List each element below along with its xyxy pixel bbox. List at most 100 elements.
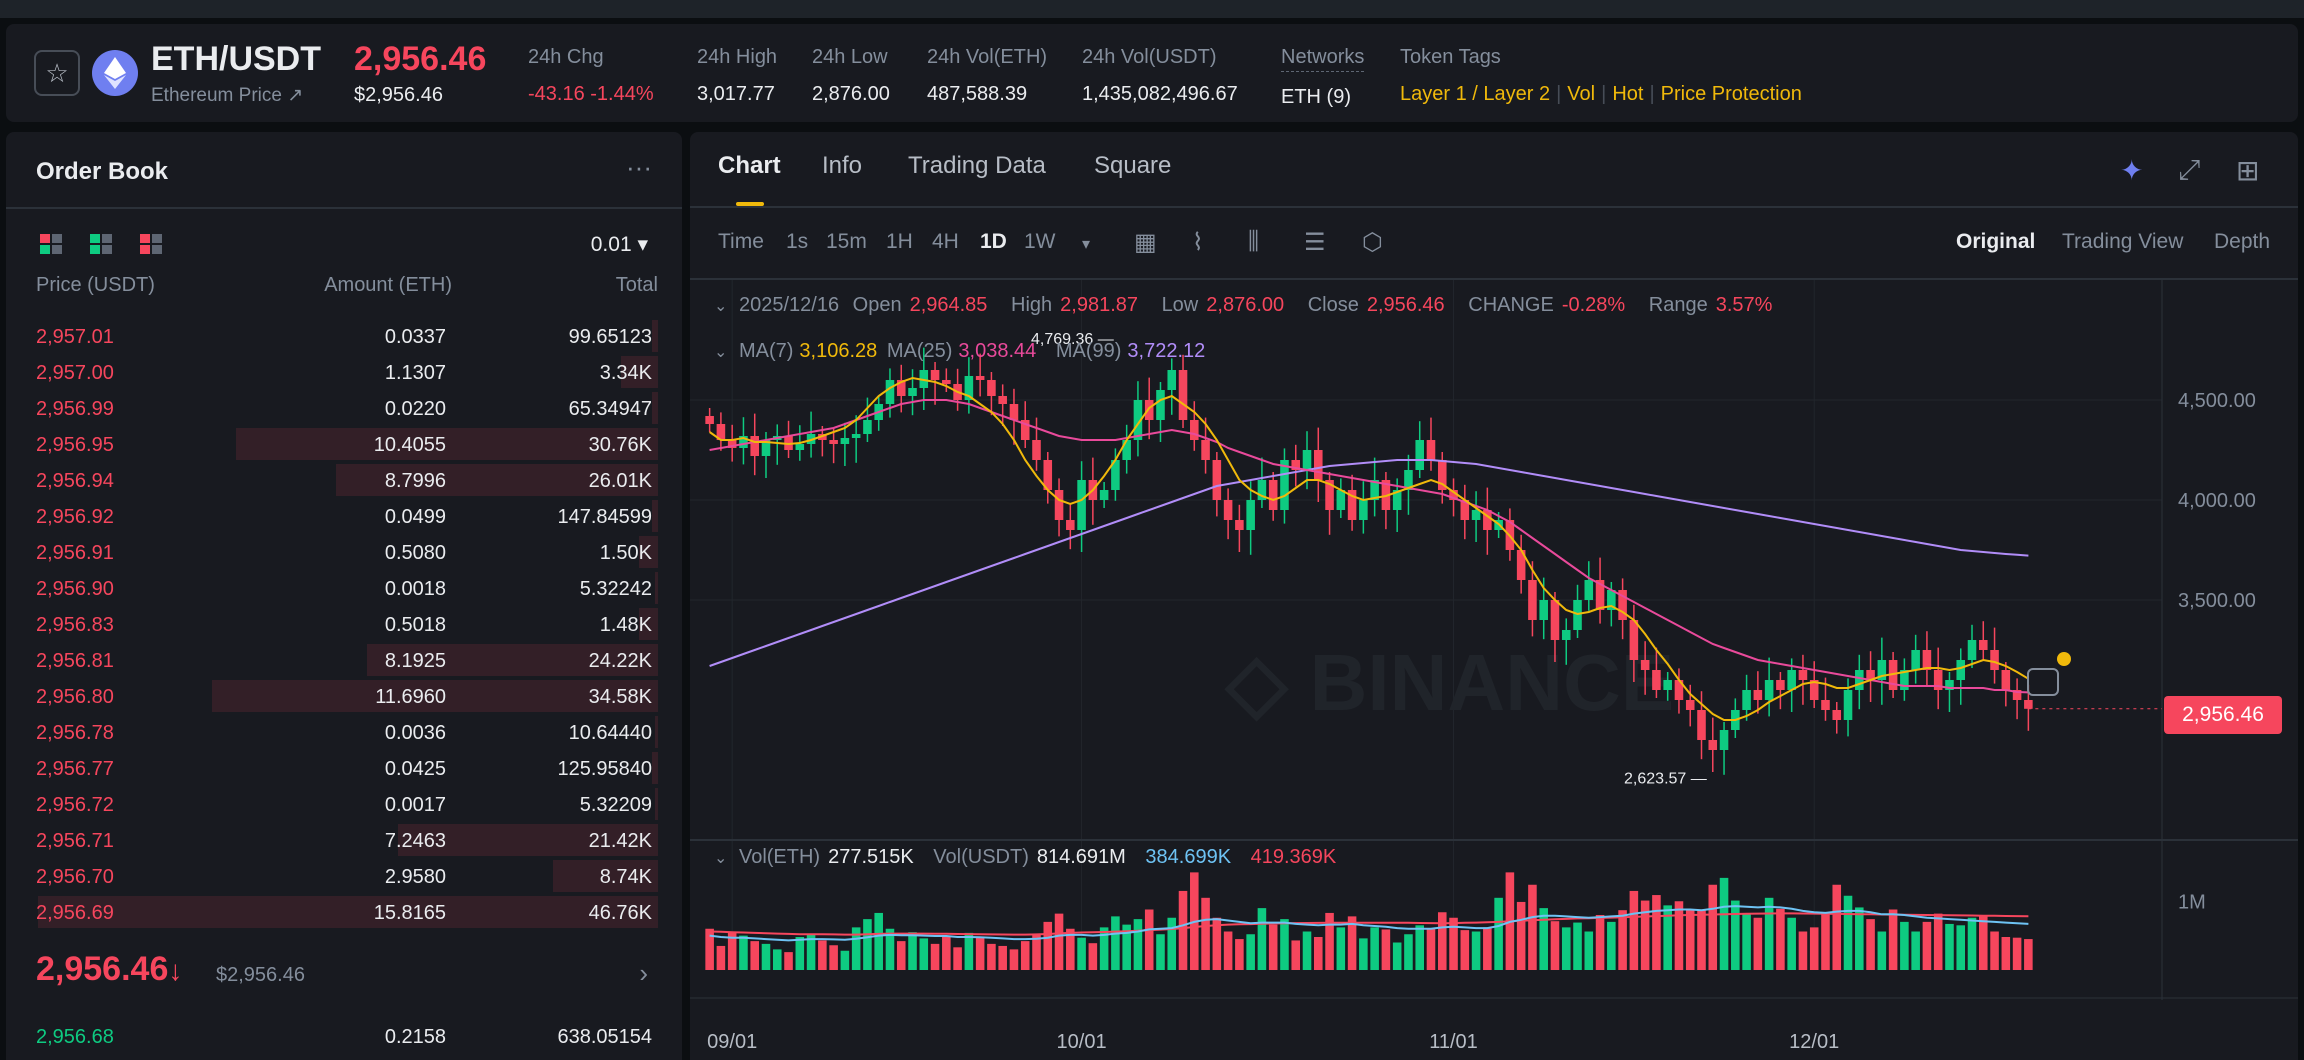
ask-row[interactable]: 2,956.83 0.5018 1.48K xyxy=(6,606,682,642)
candle-body xyxy=(1652,670,1661,690)
ask-row[interactable]: 2,956.80 11.6960 34.58K xyxy=(6,678,682,714)
volume-bar xyxy=(1043,921,1053,970)
ask-row[interactable]: 2,956.81 8.1925 24.22K xyxy=(6,642,682,678)
ask-amount: 0.0499 xyxy=(384,506,446,528)
view-depth[interactable]: Depth xyxy=(2214,230,2271,253)
chevron-down-icon[interactable]: ⌄ xyxy=(714,298,728,315)
candle-body xyxy=(1663,680,1672,690)
view-bids-icon[interactable] xyxy=(90,234,112,254)
precision-select[interactable]: 0.01 ▾ xyxy=(590,233,648,256)
tab-square[interactable]: Square xyxy=(1094,152,1172,179)
candle-body xyxy=(1618,590,1627,620)
layout-grid-icon[interactable]: ⊞ xyxy=(2236,155,2260,186)
volume-bar xyxy=(1404,934,1413,970)
bid-amount: 0.2158 xyxy=(384,1026,446,1048)
ask-row[interactable]: 2,956.72 0.0017 5.32209 xyxy=(6,786,682,822)
col-amount: Amount (ETH) xyxy=(324,274,452,296)
view-asks-icon[interactable] xyxy=(140,234,162,254)
chevron-right-icon[interactable]: › xyxy=(639,958,648,988)
candle-body xyxy=(1336,490,1346,510)
settings-list-icon[interactable]: ☰ xyxy=(1304,229,1326,256)
ai-sparkle-icon[interactable]: ✦ xyxy=(2120,155,2144,186)
ask-row[interactable]: 2,956.70 2.9580 8.74K xyxy=(6,858,682,894)
view-original[interactable]: Original xyxy=(1956,230,2036,253)
volume-bar xyxy=(1415,925,1425,970)
ask-row[interactable]: 2,956.94 8.7996 26.01K xyxy=(6,462,682,498)
bid-row[interactable]: 2,956.68 0.2158 638.05154 xyxy=(6,1018,682,1054)
expand-icon[interactable]: ⤢ xyxy=(2178,154,2201,185)
interval-15m[interactable]: 15m xyxy=(826,230,867,253)
mid-price[interactable]: 2,956.46↓ xyxy=(36,950,182,989)
ask-total: 5.32242 xyxy=(579,578,652,600)
volume-bar xyxy=(705,928,714,970)
tab-trading-data[interactable]: Trading Data xyxy=(908,152,1046,179)
ask-row[interactable]: 2,956.69 15.8165 46.76K xyxy=(6,894,682,930)
candle-body xyxy=(2012,690,2022,700)
candle-type-icon[interactable]: ⫼ xyxy=(1248,228,1260,255)
volume-bar xyxy=(1122,924,1131,970)
volume-bar xyxy=(1516,901,1526,970)
volume-bar xyxy=(1246,934,1255,970)
interval-1h[interactable]: 1H xyxy=(886,230,913,253)
ask-amount: 0.0018 xyxy=(384,578,446,600)
tag-hot[interactable]: Hot xyxy=(1612,83,1644,105)
chevron-down-icon[interactable]: ⌄ xyxy=(714,344,728,361)
volume-bar xyxy=(874,912,883,970)
hexagon-settings-icon[interactable]: ⬡ xyxy=(1362,229,1383,256)
ask-row[interactable]: 2,957.00 1.1307 3.34K xyxy=(6,354,682,390)
ask-amount: 8.1925 xyxy=(384,650,446,672)
candle-body xyxy=(1607,590,1616,610)
interval-1d[interactable]: 1D xyxy=(980,230,1007,253)
indicator-icon[interactable]: ⌇ xyxy=(1192,229,1204,256)
ask-row[interactable]: 2,956.99 0.0220 65.34947 xyxy=(6,390,682,426)
view-trading-view[interactable]: Trading View xyxy=(2062,230,2184,253)
candle-body xyxy=(1809,680,1819,700)
ask-amount: 10.4055 xyxy=(373,434,446,456)
ask-row[interactable]: 2,956.78 0.0036 10.64440 xyxy=(6,714,682,750)
volume-bar xyxy=(1483,927,1492,970)
tag-price-protection[interactable]: Price Protection xyxy=(1660,83,1802,105)
volume-bar xyxy=(1764,897,1774,970)
ask-row[interactable]: 2,956.91 0.5080 1.50K xyxy=(6,534,682,570)
volume-bar xyxy=(1426,928,1436,970)
volume-bar xyxy=(863,919,872,970)
col-total: Total xyxy=(615,274,658,296)
ask-row[interactable]: 2,956.92 0.0499 147.84599 xyxy=(6,498,682,534)
ask-row[interactable]: 2,956.95 10.4055 30.76K xyxy=(6,426,682,462)
interval-1w[interactable]: 1W xyxy=(1024,230,1056,253)
interval-more-icon[interactable]: ▾ xyxy=(1082,236,1091,253)
low-annotation: 2,623.57 — xyxy=(1624,770,1707,787)
interval-4h[interactable]: 4H xyxy=(932,230,959,253)
ask-row[interactable]: 2,957.01 0.0337 99.65123 xyxy=(6,318,682,354)
tag-layer[interactable]: Layer 1 / Layer 2 xyxy=(1400,83,1551,105)
range-value: 3.57% xyxy=(1715,294,1773,316)
interval-1s[interactable]: 1s xyxy=(786,230,809,253)
tab-chart[interactable]: Chart xyxy=(718,152,781,179)
candle-body xyxy=(2001,670,2011,690)
volume-bar xyxy=(1821,912,1830,970)
more-options-icon[interactable]: ··· xyxy=(626,152,652,182)
ask-row[interactable]: 2,956.71 7.2463 21.42K xyxy=(6,822,682,858)
interval-time[interactable]: Time xyxy=(718,230,764,253)
stat-networks[interactable]: Networks ETH (9) xyxy=(1281,46,1365,109)
candle-body xyxy=(1099,490,1109,500)
ma7-value: 3,106.28 xyxy=(799,340,878,362)
tag-vol[interactable]: Vol xyxy=(1567,83,1596,105)
calendar-icon[interactable]: ▦ xyxy=(1134,229,1157,256)
ask-amount: 7.2463 xyxy=(384,830,446,852)
view-both-icon[interactable] xyxy=(40,234,62,254)
volume-bar xyxy=(1201,897,1210,970)
tab-info[interactable]: Info xyxy=(822,152,863,179)
chevron-down-icon[interactable]: ⌄ xyxy=(714,850,728,867)
candlestick-chart[interactable]: 4,500.00 4,000.00 3,500.00 09/01 10/01 11/01 1… xyxy=(690,280,2298,1060)
candle-body xyxy=(1483,510,1492,530)
x-tick-label: 09/01 xyxy=(707,1031,757,1053)
candle-body xyxy=(1437,460,1447,490)
volume-bar xyxy=(1268,924,1278,970)
favorite-star-icon[interactable]: ☆ xyxy=(34,50,80,96)
divider xyxy=(690,206,2298,208)
pair-subtitle-link[interactable]: Ethereum Price ↗ xyxy=(151,85,304,106)
ask-row[interactable]: 2,956.77 0.0425 125.95840 xyxy=(6,750,682,786)
ask-row[interactable]: 2,956.90 0.0018 5.32242 xyxy=(6,570,682,606)
depth-bar xyxy=(651,500,658,532)
